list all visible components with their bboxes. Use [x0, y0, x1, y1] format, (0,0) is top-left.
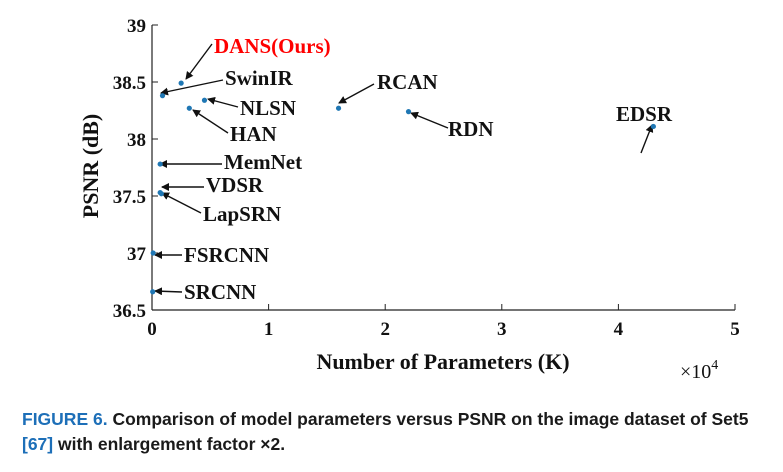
data-point-memnet [157, 161, 163, 167]
figure-label: FIGURE 6. [22, 409, 108, 429]
caption-text: Comparison of model parameters versus PS… [112, 409, 749, 429]
point-label-lapsrn: LapSRN [203, 202, 281, 226]
axis-ticks: 0 1 2 3 4 5 36.5 37 37.5 38 38.5 39 [113, 16, 740, 340]
x-axis-title: Number of Parameters (K) [316, 349, 569, 374]
point-label-fsrcnn: FSRCNN [184, 243, 269, 267]
y-tick-label: 39 [127, 16, 146, 37]
annotation-arrow-lapsrn [161, 192, 202, 214]
annotation-arrow-rdn [410, 111, 449, 129]
data-point-lapsrn [158, 191, 164, 197]
data-point-srcnn [150, 289, 156, 295]
y-tick-label: 36.5 [113, 301, 146, 322]
x-tick-label: 5 [730, 319, 740, 340]
annotation-arrow-han [192, 109, 229, 134]
data-point-han [186, 105, 192, 111]
point-label-rdn: RDN [448, 117, 494, 141]
point-label-han: HAN [230, 122, 277, 146]
figure-caption: FIGURE 6. Comparison of model parameters… [22, 407, 772, 457]
data-point-dans-ours [178, 80, 184, 86]
point-label-srcnn: SRCNN [184, 280, 256, 304]
plot-axes [151, 25, 735, 311]
x-axis-multiplier-base: ×10 [680, 361, 711, 383]
data-point-fsrcnn [150, 250, 156, 256]
data-points [150, 80, 656, 295]
annotation-arrow-nlsn [207, 96, 239, 108]
data-point-rcan [335, 105, 342, 111]
psnr-vs-parameters-chart: 0 1 2 3 4 5 36.5 37 37.5 38 38.5 39 DANS(Ours) SwinI… [78, 16, 740, 383]
point-label-rcan: RCAN [377, 70, 438, 94]
x-tick-label: 1 [264, 319, 274, 340]
annotation-arrow-swinir [160, 79, 224, 96]
y-axis-title: PSNR (dB) [78, 114, 103, 219]
x-tick-label: 4 [614, 319, 624, 340]
annotation-arrow-dans-ours [185, 43, 213, 80]
x-tick-label: 2 [380, 319, 390, 340]
point-label-edsr: EDSR [616, 102, 673, 126]
point-label-memnet: MemNet [224, 150, 302, 174]
point-label-dans-ours: DANS(Ours) [214, 34, 331, 58]
x-tick-label: 0 [147, 319, 157, 340]
data-point-rdn [405, 109, 412, 115]
caption-text-end: with enlargement factor ×2. [53, 434, 286, 454]
data-point-edsr [650, 123, 656, 130]
y-tick-label: 37 [127, 244, 147, 265]
data-point-swinir [159, 93, 166, 99]
data-point-nlsn [201, 97, 208, 103]
x-tick-label: 3 [497, 319, 507, 340]
annotation-arrow-rcan [338, 83, 375, 104]
point-label-nlsn: NLSN [240, 96, 296, 120]
y-tick-label: 38 [127, 130, 146, 151]
annotation-arrow-srcnn [154, 287, 183, 296]
x-axis-multiplier: ×104 [680, 358, 718, 383]
y-tick-label: 38.5 [113, 73, 146, 94]
point-label-vdsr: VDSR [206, 173, 264, 197]
caption-reference-link[interactable]: [67] [22, 434, 54, 454]
point-label-swinir: SwinIR [225, 66, 294, 90]
y-tick-label: 37.5 [113, 187, 146, 208]
x-axis-multiplier-exponent: 4 [711, 358, 718, 373]
annotation-arrow-edsr [640, 124, 654, 154]
